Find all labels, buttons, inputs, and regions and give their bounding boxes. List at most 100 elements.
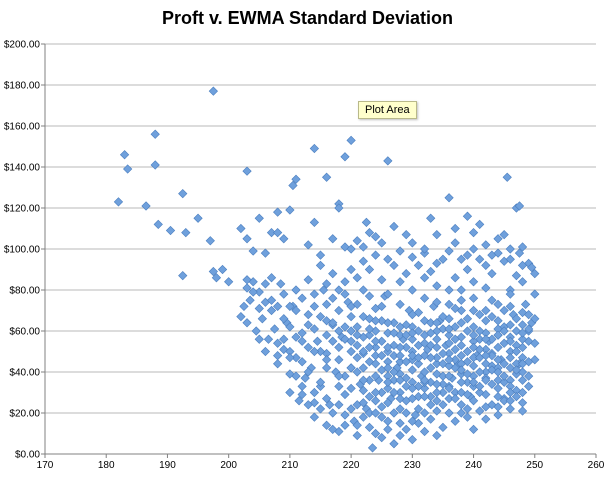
data-point[interactable] xyxy=(432,297,442,307)
data-point[interactable] xyxy=(514,201,525,211)
data-point[interactable] xyxy=(524,324,534,334)
data-point[interactable] xyxy=(481,402,491,412)
data-point[interactable] xyxy=(334,371,344,381)
data-point[interactable] xyxy=(309,346,320,357)
data-point[interactable] xyxy=(358,242,368,252)
data-point[interactable] xyxy=(266,227,277,238)
data-point[interactable] xyxy=(364,291,375,301)
data-point[interactable] xyxy=(389,387,399,398)
data-point[interactable] xyxy=(328,318,338,328)
data-point[interactable] xyxy=(279,314,289,324)
data-point[interactable] xyxy=(468,342,479,353)
data-point[interactable] xyxy=(291,332,301,342)
data-point[interactable] xyxy=(444,285,454,295)
data-point[interactable] xyxy=(239,301,249,312)
data-point[interactable] xyxy=(456,377,466,387)
data-point[interactable] xyxy=(178,189,188,199)
data-point[interactable] xyxy=(468,227,479,238)
data-point[interactable] xyxy=(297,357,307,367)
data-point[interactable] xyxy=(383,328,393,338)
data-point[interactable] xyxy=(432,353,442,363)
data-point[interactable] xyxy=(364,264,375,275)
data-point[interactable] xyxy=(419,391,430,402)
data-point[interactable] xyxy=(395,299,405,309)
data-point[interactable] xyxy=(481,240,491,250)
data-point[interactable] xyxy=(370,359,381,369)
data-point[interactable] xyxy=(426,213,436,223)
data-point[interactable] xyxy=(432,406,442,416)
data-point[interactable] xyxy=(444,361,454,371)
data-point[interactable] xyxy=(432,379,442,389)
data-point[interactable] xyxy=(297,293,307,303)
data-point[interactable] xyxy=(315,377,326,387)
data-point[interactable] xyxy=(273,350,283,361)
data-point[interactable] xyxy=(364,324,375,334)
data-point[interactable] xyxy=(407,383,417,394)
data-point[interactable] xyxy=(273,207,283,217)
data-point[interactable] xyxy=(352,299,362,309)
data-point[interactable] xyxy=(352,236,362,246)
data-point[interactable] xyxy=(291,371,301,381)
data-point[interactable] xyxy=(438,422,448,432)
data-point[interactable] xyxy=(524,309,534,320)
data-point[interactable] xyxy=(285,205,295,215)
data-point[interactable] xyxy=(481,350,491,361)
data-point[interactable] xyxy=(224,277,234,287)
data-point[interactable] xyxy=(303,320,313,330)
data-point[interactable] xyxy=(499,371,509,381)
data-point[interactable] xyxy=(456,285,466,295)
data-point[interactable] xyxy=(352,330,362,340)
data-point[interactable] xyxy=(475,387,485,398)
data-point[interactable] xyxy=(395,246,405,256)
data-point[interactable] xyxy=(321,394,332,404)
data-point[interactable] xyxy=(377,316,387,326)
data-point[interactable] xyxy=(493,316,503,326)
data-point[interactable] xyxy=(279,234,289,244)
data-point[interactable] xyxy=(517,277,528,287)
data-point[interactable] xyxy=(153,219,163,230)
data-point[interactable] xyxy=(505,353,515,363)
data-point[interactable] xyxy=(352,273,362,283)
data-point[interactable] xyxy=(407,435,417,445)
data-point[interactable] xyxy=(315,404,326,414)
data-point[interactable] xyxy=(517,242,528,252)
data-point[interactable] xyxy=(340,152,350,162)
data-point[interactable] xyxy=(401,268,411,279)
data-point[interactable] xyxy=(524,381,534,391)
data-point[interactable] xyxy=(370,387,381,398)
data-point[interactable] xyxy=(346,363,356,373)
data-point[interactable] xyxy=(426,328,436,338)
data-point[interactable] xyxy=(511,391,522,402)
data-point[interactable] xyxy=(291,174,301,184)
data-point[interactable] xyxy=(260,248,271,258)
data-point[interactable] xyxy=(334,285,344,295)
data-point[interactable] xyxy=(364,342,375,353)
data-point[interactable] xyxy=(370,371,381,381)
data-point[interactable] xyxy=(377,238,387,248)
data-point[interactable] xyxy=(389,221,399,232)
data-point[interactable] xyxy=(481,359,491,369)
data-point[interactable] xyxy=(505,289,515,299)
data-point[interactable] xyxy=(517,334,528,344)
data-point[interactable] xyxy=(462,377,473,387)
data-point[interactable] xyxy=(499,396,509,406)
data-point[interactable] xyxy=(511,346,522,357)
data-point[interactable] xyxy=(410,410,421,420)
data-point[interactable] xyxy=(530,268,540,279)
data-point[interactable] xyxy=(395,322,405,332)
data-point[interactable] xyxy=(236,223,246,234)
data-point[interactable] xyxy=(520,299,531,309)
data-point[interactable] xyxy=(334,342,344,353)
data-point[interactable] xyxy=(383,289,393,299)
data-point[interactable] xyxy=(123,164,133,174)
data-point[interactable] xyxy=(254,213,264,223)
data-point[interactable] xyxy=(505,301,515,312)
data-point[interactable] xyxy=(208,266,218,277)
data-point[interactable] xyxy=(487,334,497,344)
data-point[interactable] xyxy=(358,385,368,396)
data-point[interactable] xyxy=(401,342,411,353)
data-point[interactable] xyxy=(254,303,264,314)
data-point[interactable] xyxy=(468,330,479,340)
data-point[interactable] xyxy=(352,420,362,430)
data-point[interactable] xyxy=(426,318,436,328)
